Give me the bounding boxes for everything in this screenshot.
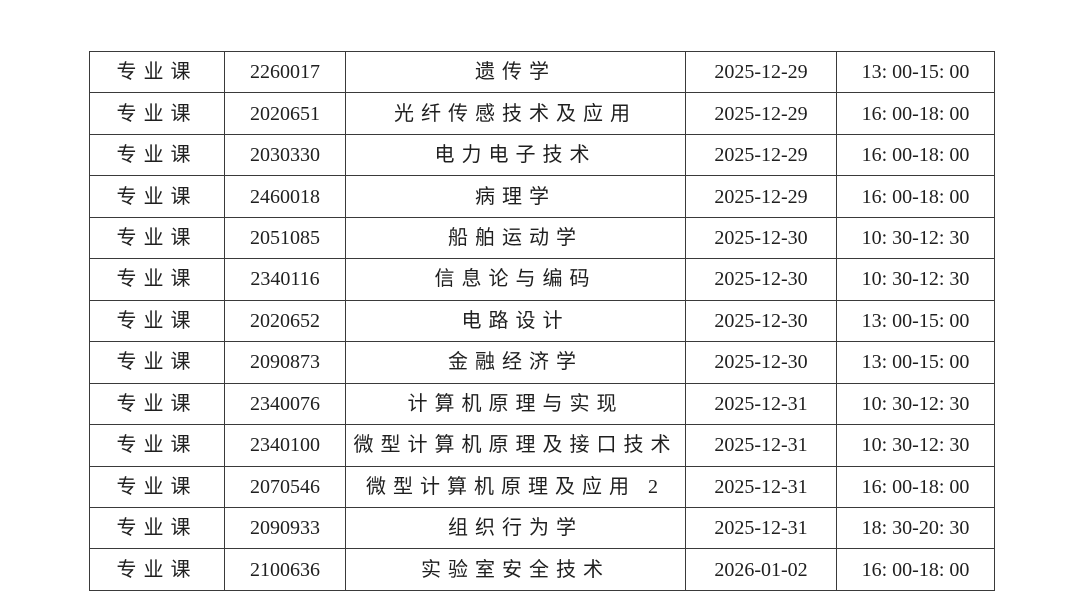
- cell-course-name: 实验室安全技术: [345, 548, 686, 591]
- cell-course-name: 电力电子技术: [345, 133, 686, 177]
- cell-course-type: 专业课: [89, 175, 225, 218]
- exam-table-body: 专业课 2260017 遗传学 2025-12-29 13: 00-15: 00 专业课 2…: [89, 50, 995, 591]
- cell-exam-date: 2025-12-31: [685, 506, 837, 550]
- cell-exam-date: 2025-12-30: [685, 216, 837, 260]
- cell-course-code: 2260017: [224, 50, 346, 94]
- cell-course-code: 2460018: [224, 175, 346, 218]
- table-row: 专业课 2051085 船舶运动学 2025-12-30 10: 30-12: 30: [89, 216, 995, 260]
- cell-exam-time: 10: 30-12: 30: [836, 258, 995, 301]
- cell-exam-date: 2025-12-31: [685, 382, 837, 426]
- cell-course-name: 船舶运动学: [345, 216, 686, 260]
- cell-course-type: 专业课: [89, 216, 225, 260]
- cell-course-code: 2100636: [224, 548, 346, 591]
- cell-course-type: 专业课: [89, 299, 225, 343]
- cell-course-code: 2340076: [224, 382, 346, 426]
- exam-schedule-table: 专业课 2260017 遗传学 2025-12-29 13: 00-15: 00 专业课 2…: [89, 50, 995, 591]
- cell-course-type: 专业课: [89, 548, 225, 591]
- cell-exam-time: 10: 30-12: 30: [836, 382, 995, 426]
- cell-course-code: 2051085: [224, 216, 346, 260]
- cell-course-code: 2340100: [224, 424, 346, 467]
- cell-exam-date: 2025-12-29: [685, 175, 837, 218]
- cell-course-name: 金融经济学: [345, 341, 686, 384]
- cell-exam-date: 2025-12-30: [685, 299, 837, 343]
- cell-course-code: 2090933: [224, 506, 346, 550]
- cell-course-type: 专业课: [89, 133, 225, 177]
- cell-exam-date: 2025-12-30: [685, 258, 837, 301]
- table-row: 专业课 2340076 计算机原理与实现 2025-12-31 10: 30-12: 3…: [89, 382, 995, 426]
- table-row: 专业课 2070546 微型计算机原理及应用 2 2025-12-31 16: 00-1…: [89, 465, 995, 508]
- cell-exam-date: 2025-12-29: [685, 50, 837, 94]
- cell-exam-time: 16: 00-18: 00: [836, 465, 995, 508]
- cell-exam-time: 16: 00-18: 00: [836, 175, 995, 218]
- cell-course-name: 光纤传感技术及应用: [345, 92, 686, 135]
- cell-course-type: 专业课: [89, 341, 225, 384]
- cell-course-name: 信息论与编码: [345, 258, 686, 301]
- cell-course-type: 专业课: [89, 424, 225, 467]
- table-row: 专业课 2460018 病理学 2025-12-29 16: 00-18: 00: [89, 175, 995, 218]
- cell-exam-time: 16: 00-18: 00: [836, 548, 995, 591]
- table-row: 专业课 2090873 金融经济学 2025-12-30 13: 00-15: 00: [89, 341, 995, 384]
- cell-course-name: 微型计算机原理及接口技术: [345, 424, 686, 467]
- cell-course-code: 2030330: [224, 133, 346, 177]
- table-row: 专业课 2340116 信息论与编码 2025-12-30 10: 30-12: 30: [89, 258, 995, 301]
- cell-course-type: 专业课: [89, 506, 225, 550]
- cell-course-type: 专业课: [89, 92, 225, 135]
- cell-exam-time: 10: 30-12: 30: [836, 216, 995, 260]
- cell-course-name: 微型计算机原理及应用 2: [345, 465, 686, 508]
- table-row: 专业课 2100636 实验室安全技术 2026-01-02 16: 00-18: 00: [89, 548, 995, 591]
- cell-exam-time: 13: 00-15: 00: [836, 341, 995, 384]
- cell-course-code: 2020651: [224, 92, 346, 135]
- cell-course-name: 遗传学: [345, 50, 686, 94]
- cell-course-code: 2070546: [224, 465, 346, 508]
- cell-course-name: 病理学: [345, 175, 686, 218]
- cell-course-code: 2090873: [224, 341, 346, 384]
- cell-exam-time: 10: 30-12: 30: [836, 424, 995, 467]
- table-row: 专业课 2020651 光纤传感技术及应用 2025-12-29 16: 00-18: …: [89, 92, 995, 135]
- cell-course-code: 2340116: [224, 258, 346, 301]
- cell-exam-date: 2025-12-29: [685, 92, 837, 135]
- table-row: 专业课 2340100 微型计算机原理及接口技术 2025-12-31 10: 30-1…: [89, 424, 995, 467]
- cell-course-code: 2020652: [224, 299, 346, 343]
- cell-course-type: 专业课: [89, 382, 225, 426]
- cell-course-name: 组织行为学: [345, 506, 686, 550]
- cell-exam-time: 16: 00-18: 00: [836, 92, 995, 135]
- table-row: 专业课 2090933 组织行为学 2025-12-31 18: 30-20: 30: [89, 506, 995, 550]
- cell-course-name: 电路设计: [345, 299, 686, 343]
- cell-course-type: 专业课: [89, 50, 225, 94]
- cell-exam-time: 13: 00-15: 00: [836, 50, 995, 94]
- cell-exam-time: 16: 00-18: 00: [836, 133, 995, 177]
- cell-exam-date: 2025-12-30: [685, 341, 837, 384]
- table-row: 专业课 2020652 电路设计 2025-12-30 13: 00-15: 00: [89, 299, 995, 343]
- table-row: 专业课 2260017 遗传学 2025-12-29 13: 00-15: 00: [89, 50, 995, 94]
- cell-exam-date: 2025-12-29: [685, 133, 837, 177]
- cell-exam-time: 18: 30-20: 30: [836, 506, 995, 550]
- cell-exam-date: 2025-12-31: [685, 465, 837, 508]
- cell-exam-time: 13: 00-15: 00: [836, 299, 995, 343]
- cell-course-name: 计算机原理与实现: [345, 382, 686, 426]
- table-row: 专业课 2030330 电力电子技术 2025-12-29 16: 00-18: 00: [89, 133, 995, 177]
- cell-exam-date: 2025-12-31: [685, 424, 837, 467]
- cell-course-type: 专业课: [89, 465, 225, 508]
- cell-course-type: 专业课: [89, 258, 225, 301]
- cell-exam-date: 2026-01-02: [685, 548, 837, 591]
